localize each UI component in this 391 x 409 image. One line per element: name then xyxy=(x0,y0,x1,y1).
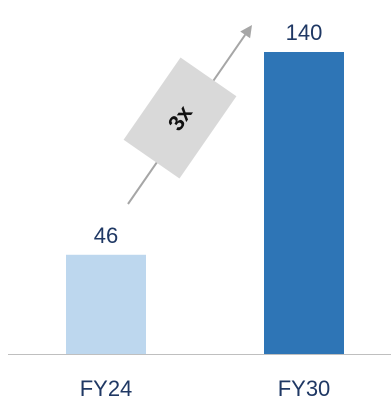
data-label-fy30: 140 xyxy=(286,20,323,45)
data-label-fy24: 46 xyxy=(94,223,118,248)
growth-annotation-box xyxy=(123,57,237,179)
bar-fy24 xyxy=(66,254,146,354)
bar-fy30 xyxy=(264,52,344,354)
growth-arrow-head xyxy=(240,25,252,39)
growth-annotation: 3x xyxy=(123,25,252,205)
category-label-fy24: FY24 xyxy=(80,376,133,401)
category-label-fy30: FY30 xyxy=(278,376,331,401)
